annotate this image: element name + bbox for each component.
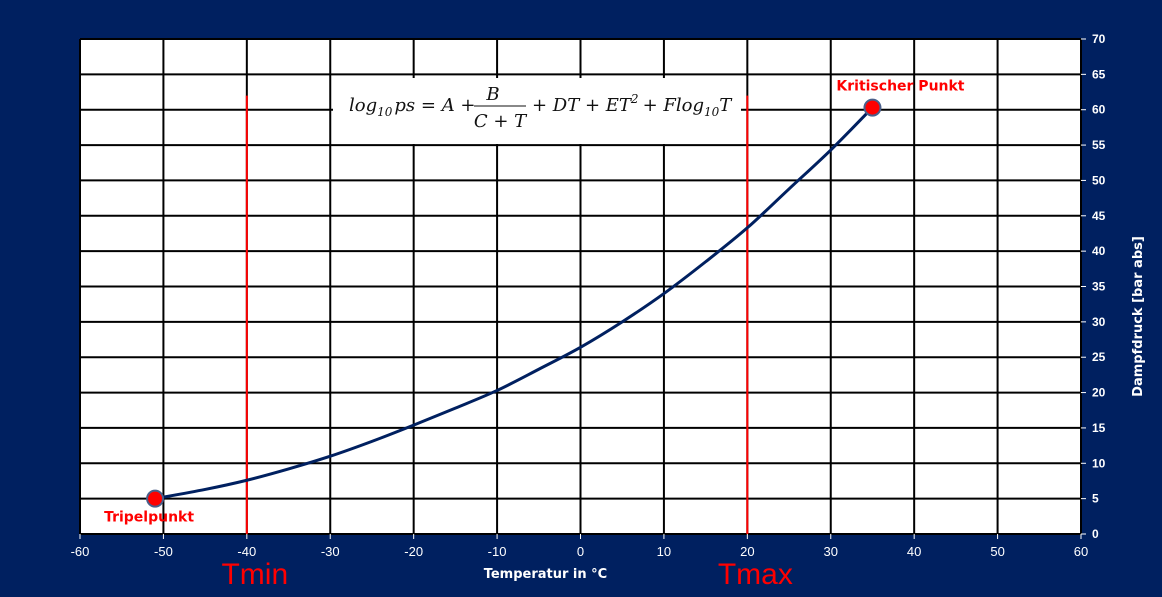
x-tick-label: -30 — [321, 544, 340, 559]
x-tick-label: 10 — [657, 544, 671, 559]
y-tick-label: 55 — [1092, 138, 1106, 152]
limit-lines: Tmin Tmax — [221, 95, 793, 591]
y-tick-label: 40 — [1092, 244, 1106, 258]
formula-lhs: log10 ps = A + — [349, 95, 476, 119]
x-tick-label: -60 — [71, 544, 90, 559]
formula-numerator: B — [485, 84, 499, 105]
y-tick-label: 65 — [1092, 67, 1106, 81]
y-tick-label: 5 — [1092, 492, 1099, 506]
y-axis-ticks: 0 5 10 15 20 25 30 35 40 45 50 55 60 65 70 — [1081, 32, 1106, 541]
x-axis-ticks: -60 -50 -40 -30 -20 -10 0 10 20 30 40 50 60 — [71, 534, 1088, 559]
x-tick-label: -10 — [488, 544, 507, 559]
formula-denominator: C + T — [474, 111, 528, 132]
y-tick-label: 45 — [1092, 209, 1106, 223]
y-tick-label: 10 — [1092, 456, 1106, 470]
x-tick-label: 50 — [990, 544, 1004, 559]
kritischer-punkt-marker — [863, 98, 882, 117]
limit-label-tmin: Tmin — [221, 558, 288, 591]
kritischer-punkt-label: Kritischer Punkt — [836, 79, 964, 95]
x-tick-label: -40 — [237, 544, 256, 559]
y-tick-label: 70 — [1092, 32, 1106, 46]
y-tick-label: 50 — [1092, 173, 1106, 187]
tripelpunkt-marker — [146, 489, 165, 508]
y-axis-title: Dampfdruck [bar abs] — [1131, 236, 1146, 397]
special-points: Tripelpunkt Kritischer Punkt — [104, 79, 965, 526]
y-tick-label: 20 — [1092, 386, 1106, 400]
x-tick-label: 30 — [824, 544, 838, 559]
formula-rest: + DT + ET2 + Flog10T — [532, 92, 733, 119]
y-tick-label: 0 — [1092, 527, 1099, 541]
series-line — [154, 106, 874, 501]
x-tick-label: 20 — [740, 544, 754, 559]
x-tick-label: 60 — [1074, 544, 1088, 559]
y-tick-label: 35 — [1092, 280, 1106, 294]
x-tick-label: -50 — [154, 544, 173, 559]
y-tick-label: 30 — [1092, 315, 1106, 329]
y-tick-label: 60 — [1092, 103, 1106, 117]
y-tick-label: 15 — [1092, 421, 1106, 435]
limit-label-tmax: Tmax — [718, 558, 793, 591]
formula-box: log10 ps = A + B C + T + DT + ET2 + Flog10… — [333, 78, 741, 144]
x-tick-label: -20 — [404, 544, 423, 559]
x-tick-label: 40 — [907, 544, 921, 559]
formula-background — [333, 78, 741, 144]
x-axis-title: Temperatur in °C — [484, 567, 608, 582]
y-tick-label: 25 — [1092, 350, 1106, 364]
tripelpunkt-label: Tripelpunkt — [104, 510, 194, 526]
x-tick-label: 0 — [577, 544, 584, 559]
